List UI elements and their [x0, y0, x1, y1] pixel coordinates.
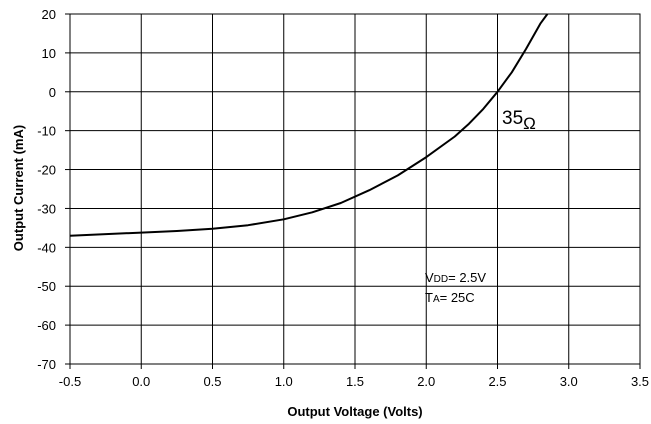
y-tick-label: -20: [37, 163, 56, 178]
y-tick-labels: 20 10 0 -10 -20 -30 -40 -50 -60 -70: [37, 7, 56, 372]
y-tick-label: 0: [49, 85, 56, 100]
x-tick-label: 2.0: [417, 374, 435, 389]
grid: [69, 13, 641, 365]
x-tick-label: 0.5: [203, 374, 221, 389]
y-axis-title: Output Current (mA): [11, 125, 26, 251]
vdd-value: = 2.5V: [448, 270, 486, 285]
x-tick-label: 1.5: [346, 374, 364, 389]
resistance-value: 35: [502, 108, 523, 129]
y-tick-label: 10: [42, 46, 56, 61]
y-tick-label: -10: [37, 124, 56, 139]
y-tick-label: -60: [37, 318, 56, 333]
resistance-annotation: 35Ω: [502, 108, 536, 133]
y-tick-label: -70: [37, 357, 56, 372]
vdd-annotation: VDD= 2.5V: [425, 270, 486, 285]
vdd-prefix: V: [425, 270, 434, 285]
series-group: [69, 13, 549, 237]
ohm-symbol: Ω: [523, 114, 536, 133]
x-tick-label: 0.0: [132, 374, 150, 389]
y-tick-label: -50: [37, 279, 56, 294]
ta-subscript: A: [433, 294, 440, 305]
x-tick-label: 1.0: [275, 374, 293, 389]
ta-prefix: T: [425, 290, 433, 305]
y-tick-label: -30: [37, 201, 56, 216]
x-tick-label: 2.5: [488, 374, 506, 389]
x-tick-label: 3.0: [560, 374, 578, 389]
tick-marks: [65, 13, 641, 369]
x-tick-label: -0.5: [59, 374, 81, 389]
x-tick-labels: -0.5 0.0 0.5 1.0 1.5 2.0 2.5 3.0 3.5: [59, 374, 649, 389]
x-axis-title: Output Voltage (Volts): [287, 404, 422, 419]
x-tick-label: 3.5: [631, 374, 649, 389]
y-tick-label: 20: [42, 7, 56, 22]
ta-annotation: TA= 25C: [425, 290, 475, 305]
ta-value: = 25C: [440, 290, 475, 305]
series-line: [69, 13, 549, 237]
vdd-subscript: DD: [434, 274, 448, 285]
y-tick-label: -40: [37, 240, 56, 255]
